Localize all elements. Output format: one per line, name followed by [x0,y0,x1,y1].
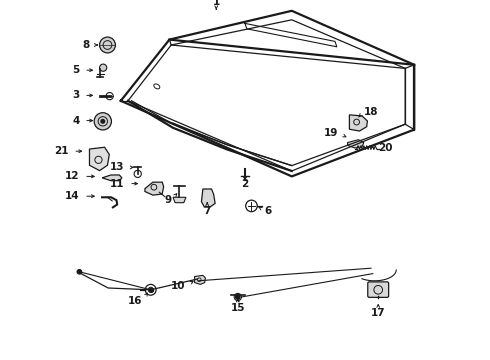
Text: 11: 11 [110,179,124,189]
Text: 18: 18 [364,107,378,117]
Text: 14: 14 [65,191,79,201]
Text: 15: 15 [231,303,245,313]
Polygon shape [349,115,368,131]
Text: 1: 1 [213,0,220,7]
Circle shape [101,120,104,123]
Text: 10: 10 [171,281,186,291]
Text: 21: 21 [54,146,69,156]
Polygon shape [90,147,109,171]
Polygon shape [102,175,122,181]
Text: 5: 5 [72,65,79,75]
FancyBboxPatch shape [368,282,389,297]
Text: 16: 16 [128,296,143,306]
Text: 3: 3 [72,90,79,100]
Circle shape [77,270,81,274]
Text: 17: 17 [371,308,386,318]
Text: 6: 6 [265,206,272,216]
Text: 20: 20 [378,143,392,153]
Text: 12: 12 [65,171,79,181]
Text: 7: 7 [203,206,211,216]
Text: 8: 8 [82,40,90,50]
Polygon shape [201,189,215,207]
Text: 2: 2 [242,179,248,189]
Text: 19: 19 [324,128,339,138]
Text: 9: 9 [164,195,171,205]
Polygon shape [145,182,164,195]
Circle shape [99,37,116,53]
Circle shape [99,64,107,71]
Circle shape [236,295,240,299]
Text: 4: 4 [72,116,79,126]
Circle shape [149,288,153,292]
Polygon shape [173,197,186,203]
Polygon shape [347,140,364,148]
Text: 13: 13 [110,162,124,172]
Circle shape [94,113,111,130]
Polygon shape [195,275,205,284]
